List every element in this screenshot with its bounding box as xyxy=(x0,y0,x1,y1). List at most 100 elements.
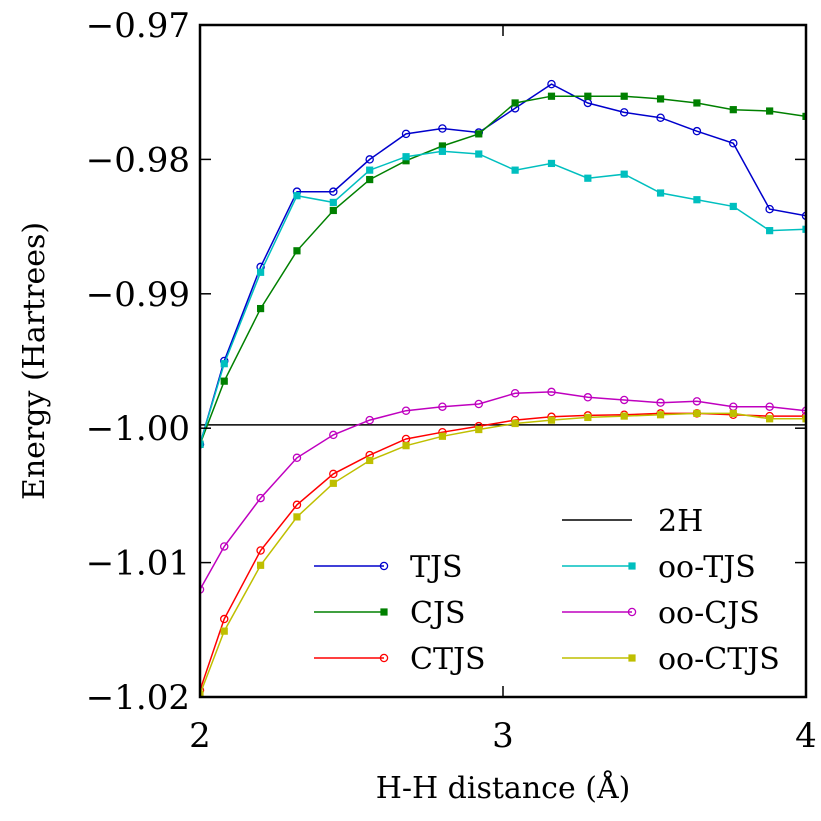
data-point-oo-cjs xyxy=(292,453,302,463)
data-point-oo-ctjs xyxy=(475,425,483,434)
series-line-oo-tjs xyxy=(200,150,806,445)
data-point-oo-ctjs xyxy=(256,561,265,569)
data-point-tjs xyxy=(619,108,629,117)
data-point-oo-cjs xyxy=(583,393,593,402)
series-line-cjs xyxy=(200,95,806,445)
data-point-tjs xyxy=(765,204,774,214)
legend-item-oo-cjs: oo-CJS xyxy=(562,596,760,631)
data-point-oo-ctjs xyxy=(438,432,447,440)
data-point-cjs xyxy=(547,92,556,100)
legend-marker-cjs xyxy=(380,608,388,616)
data-point-oo-cjs xyxy=(474,399,484,409)
data-point-oo-ctjs xyxy=(766,415,774,423)
data-point-tjs xyxy=(547,79,556,89)
data-point-oo-ctjs xyxy=(511,419,519,428)
data-point-cjs xyxy=(293,247,301,255)
legend-item-oo-ctjs: oo-CTJS xyxy=(562,642,780,677)
data-point-oo-ctjs xyxy=(366,456,374,465)
data-point-cjs xyxy=(584,92,592,100)
data-point-oo-tjs xyxy=(329,198,337,207)
data-point-cjs xyxy=(766,107,774,115)
data-point-cjs xyxy=(366,175,374,184)
data-point-oo-cjs xyxy=(619,395,629,405)
data-point-oo-tjs xyxy=(620,170,628,178)
data-point-tjs xyxy=(438,124,447,133)
data-point-oo-ctjs xyxy=(547,416,556,424)
data-point-oo-tjs xyxy=(438,147,447,155)
series-oo-ctjs xyxy=(200,409,806,697)
legend-item-tjs: TJS xyxy=(314,550,463,585)
y-tick-label: −1.02 xyxy=(86,678,190,718)
data-point-ctjs xyxy=(256,546,265,555)
y-tick-label: −1.01 xyxy=(86,544,190,584)
data-point-oo-cjs xyxy=(329,430,338,440)
data-point-oo-ctjs xyxy=(693,409,701,418)
legend-label-oo-cjs: oo-CJS xyxy=(658,596,760,631)
data-point-oo-tjs xyxy=(293,192,301,200)
data-point-oo-cjs xyxy=(401,406,411,415)
x-axis-label: H-H distance (Å) xyxy=(376,770,631,806)
data-point-cjs xyxy=(220,377,228,385)
series-line-oo-ctjs xyxy=(200,412,806,695)
y-tick-label: −0.97 xyxy=(86,6,190,46)
legend-label-oo-tjs: oo-TJS xyxy=(658,550,756,585)
data-point-tjs xyxy=(801,211,806,221)
legend-item-ctjs: CTJS xyxy=(314,642,486,677)
y-tick-label: −0.98 xyxy=(86,140,190,180)
data-point-tjs xyxy=(365,155,374,164)
legend-label-oo-ctjs: oo-CTJS xyxy=(658,642,780,677)
series-line-tjs xyxy=(200,83,806,445)
data-point-cjs xyxy=(511,99,519,107)
data-point-ctjs xyxy=(200,686,205,695)
data-point-oo-cjs xyxy=(510,389,520,398)
data-point-oo-cjs xyxy=(219,542,229,551)
data-point-oo-tjs xyxy=(656,189,665,197)
data-point-cjs xyxy=(329,206,337,215)
data-point-tjs xyxy=(692,126,702,136)
data-point-oo-ctjs xyxy=(584,413,592,422)
data-point-tjs xyxy=(656,113,665,122)
data-point-oo-ctjs xyxy=(329,479,337,487)
data-point-oo-tjs xyxy=(547,159,556,168)
data-point-oo-cjs xyxy=(438,402,447,411)
data-point-oo-cjs xyxy=(365,415,374,425)
legend-label-2h: 2H xyxy=(658,504,703,539)
data-point-oo-tjs xyxy=(475,150,483,158)
legend-marker-tjs xyxy=(379,561,389,571)
x-tick-label: 4 xyxy=(795,716,817,756)
data-point-oo-ctjs xyxy=(729,409,737,418)
legend: TJS CJS CTJS 2H oo-TJS oo-CJS oo-CTJS xyxy=(314,504,780,677)
data-point-oo-cjs xyxy=(656,398,665,407)
series-oo-tjs xyxy=(200,147,806,448)
y-tick-label: −1.00 xyxy=(86,409,190,449)
data-point-oo-tjs xyxy=(729,202,737,211)
data-point-cjs xyxy=(256,304,265,313)
data-point-oo-cjs xyxy=(256,493,265,503)
data-point-oo-tjs xyxy=(366,166,374,174)
legend-marker-oo-tjs xyxy=(628,562,636,570)
data-point-ctjs xyxy=(329,469,338,479)
data-point-cjs xyxy=(693,99,701,107)
data-point-oo-ctjs xyxy=(656,411,665,419)
data-point-oo-ctjs xyxy=(220,627,228,635)
data-point-oo-cjs xyxy=(692,397,702,406)
data-point-cjs xyxy=(656,95,665,103)
x-tick-label: 3 xyxy=(492,716,514,756)
plot-area xyxy=(200,79,806,697)
data-point-oo-tjs xyxy=(511,166,519,174)
data-point-oo-cjs xyxy=(547,387,556,397)
data-point-tjs xyxy=(729,139,738,148)
data-point-oo-cjs xyxy=(765,402,774,411)
data-point-oo-tjs xyxy=(766,227,774,235)
data-point-oo-ctjs xyxy=(402,442,410,450)
data-point-oo-tjs xyxy=(584,174,592,182)
data-point-tjs xyxy=(401,129,411,139)
x-tick-label: 2 xyxy=(189,716,211,756)
data-point-oo-cjs xyxy=(801,406,806,415)
data-point-cjs xyxy=(620,92,628,100)
data-point-oo-ctjs xyxy=(620,412,628,420)
legend-marker-ctjs xyxy=(379,653,389,663)
data-point-oo-tjs xyxy=(693,196,701,204)
y-tick-label: −0.99 xyxy=(86,275,190,315)
